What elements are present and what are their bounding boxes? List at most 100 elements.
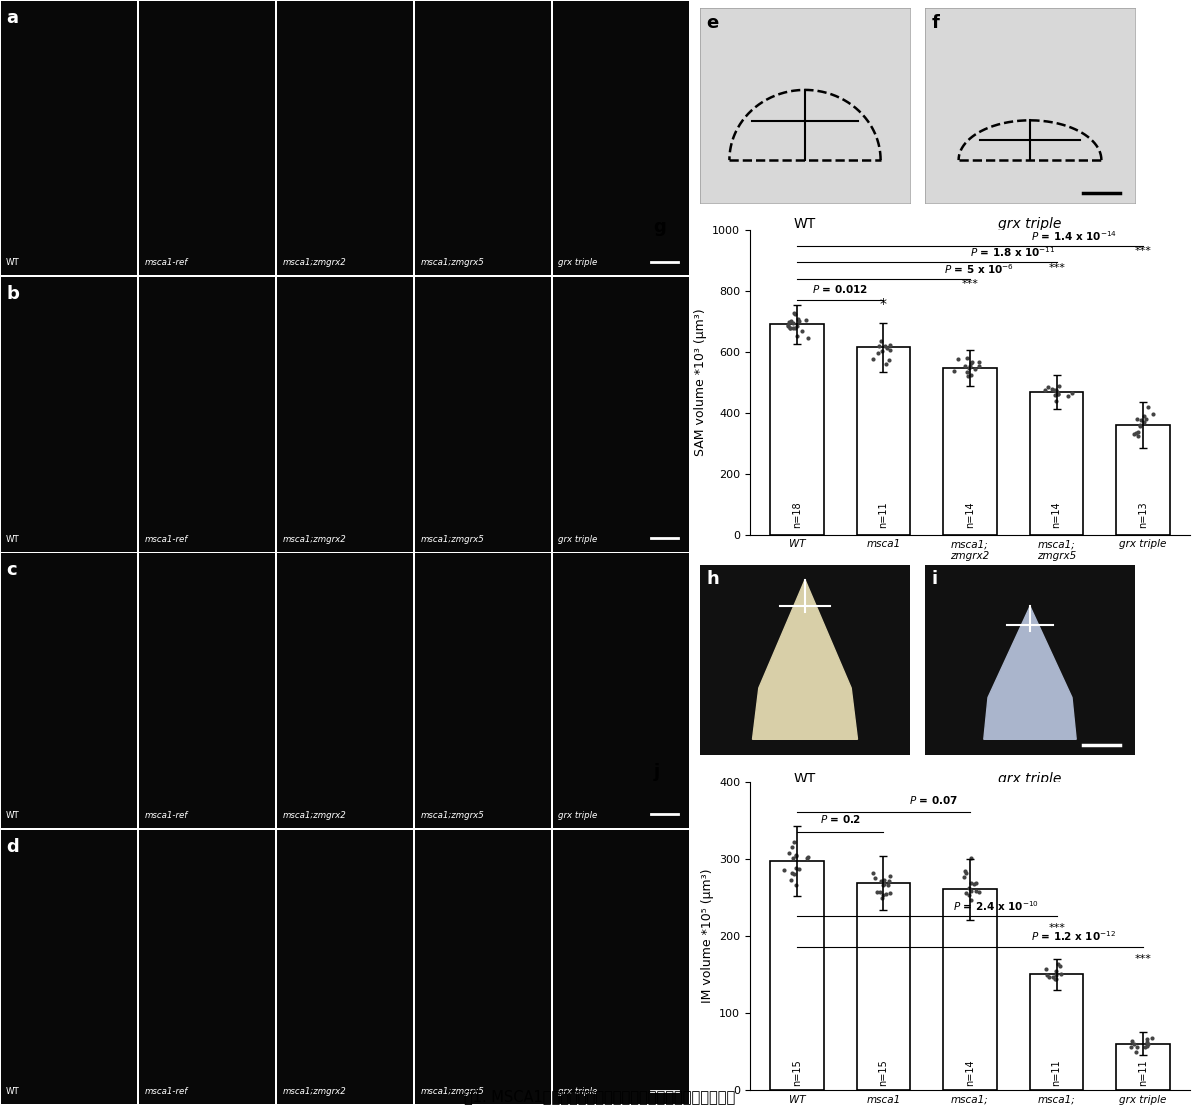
Text: $\it{P}$ = 0.2: $\it{P}$ = 0.2 [820,813,860,825]
Point [1132,411,1151,429]
Point [872,876,892,894]
Text: 图1. MSCA1及其同源基因正向调控分生组织发育和穗形态建成: 图1. MSCA1及其同源基因正向调控分生组织发育和穗形态建成 [464,1088,736,1104]
Point [877,339,896,357]
Point [1134,413,1153,431]
Text: n=15: n=15 [792,1060,802,1086]
Point [1127,410,1146,428]
Point [1128,423,1147,441]
Bar [857,883,911,1090]
Point [961,850,980,867]
Point [948,350,967,368]
Text: grx triple: grx triple [558,535,598,544]
Point [788,311,808,328]
Text: ***: *** [1048,263,1066,273]
Point [871,872,890,890]
Point [782,864,802,882]
Point [1038,378,1057,396]
Bar [770,325,823,535]
Point [960,880,979,897]
Point [1036,381,1055,399]
Point [1037,960,1056,978]
Point [1139,1035,1158,1053]
Point [781,871,800,888]
Point [790,312,809,329]
Text: $\it{P}$ = 1.8 x 10$^{-11}$: $\it{P}$ = 1.8 x 10$^{-11}$ [970,245,1056,259]
Point [780,319,799,337]
Bar [857,347,911,535]
Text: WT: WT [6,259,20,267]
Text: grx triple: grx triple [998,217,1062,231]
Text: ***: *** [961,280,978,290]
Point [1127,1039,1146,1056]
Point [1138,1033,1157,1051]
Point [878,876,898,894]
Point [1049,955,1068,972]
Point [784,849,803,866]
Point [1124,425,1144,443]
Text: ***: *** [1048,924,1066,934]
Text: msca1-ref: msca1-ref [144,811,187,820]
Point [1123,1032,1142,1050]
Point [1046,962,1066,980]
Point [961,882,980,899]
Text: $\it{P}$ = 1.4 x 10$^{-14}$: $\it{P}$ = 1.4 x 10$^{-14}$ [1031,229,1116,243]
Point [1051,966,1070,983]
Text: msca1;zmgrx5: msca1;zmgrx5 [420,811,484,820]
Point [1046,392,1066,410]
Point [1138,1036,1157,1054]
Point [787,327,806,345]
Bar [1030,975,1084,1090]
Point [962,352,982,370]
Point [868,883,887,901]
Point [1139,399,1158,417]
Point [876,337,895,355]
Point [786,318,805,336]
Point [959,359,978,377]
Polygon shape [984,607,1076,739]
Text: WT: WT [6,811,20,820]
Point [1046,967,1066,985]
Text: n=13: n=13 [1138,502,1148,528]
Point [1045,970,1064,988]
Point [1127,1043,1146,1061]
Point [1121,1039,1140,1056]
Text: WT: WT [6,1087,20,1096]
Point [870,883,889,901]
Point [782,838,802,855]
Point [1050,378,1069,396]
Point [784,318,803,336]
Text: n=14: n=14 [965,1060,974,1086]
Point [880,351,899,369]
Point [970,352,989,370]
Text: h: h [707,570,719,588]
Point [959,367,978,385]
Point [1130,418,1150,435]
Point [1142,1029,1162,1046]
Point [872,343,892,360]
Text: $\it{P}$ = 0.07: $\it{P}$ = 0.07 [910,794,959,807]
Text: n=11: n=11 [1051,1060,1062,1086]
Point [869,345,888,362]
Point [1124,1035,1144,1053]
Text: msca1-ref: msca1-ref [144,1087,187,1096]
Text: grx triple: grx triple [558,1087,598,1096]
Point [779,316,798,334]
Y-axis label: SAM volume *10³ (μm³): SAM volume *10³ (μm³) [694,308,707,456]
Bar [1116,425,1170,535]
Text: g: g [653,218,666,235]
Text: e: e [707,14,719,32]
Point [955,357,974,375]
Point [784,865,803,883]
Text: i: i [931,570,937,588]
Point [871,333,890,350]
Bar [943,890,997,1090]
Text: WT: WT [794,771,816,786]
Point [781,312,800,329]
Text: n=15: n=15 [878,1060,888,1086]
Point [1058,387,1078,404]
Point [1048,383,1067,401]
Point [964,875,983,893]
Point [1130,417,1150,434]
Text: *: * [880,296,887,311]
Point [955,867,974,885]
